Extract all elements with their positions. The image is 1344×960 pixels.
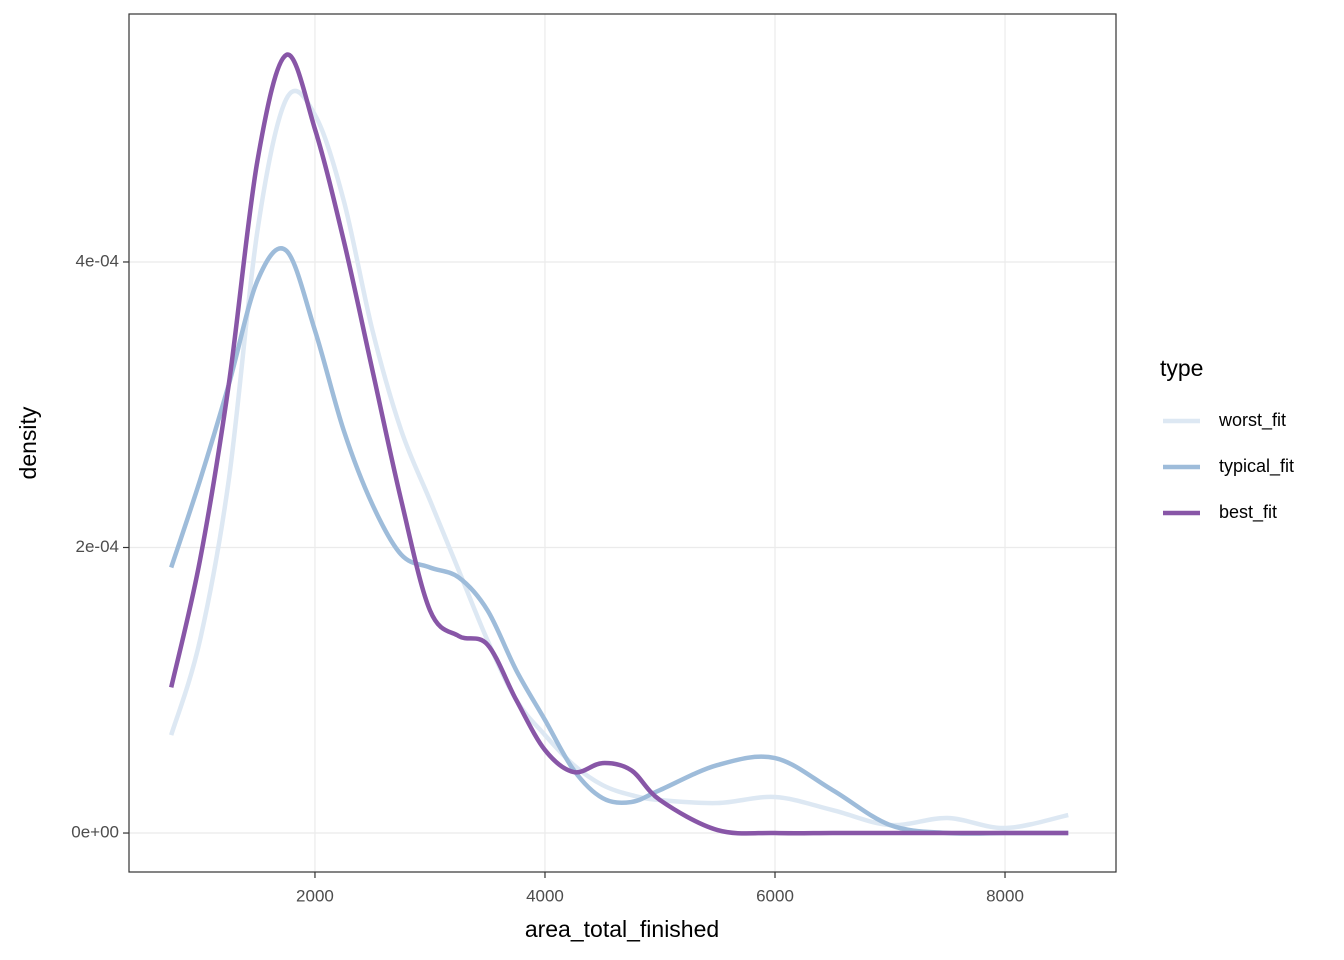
legend-title: type — [1160, 355, 1203, 381]
density-line — [169, 52, 1069, 836]
y-tick-label: 0e+00 — [71, 823, 119, 842]
x-tick-label: 6000 — [756, 886, 794, 905]
legend-label: worst_fit — [1218, 410, 1286, 431]
x-axis-title: area_total_finished — [525, 916, 719, 942]
x-tick-label: 4000 — [526, 886, 564, 905]
panel-border — [128, 13, 1117, 873]
y-axis-title: density — [15, 406, 41, 479]
y-tick-label: 2e-04 — [76, 537, 119, 556]
x-tick-label: 8000 — [986, 886, 1024, 905]
y-tick-label: 4e-04 — [76, 251, 119, 270]
legend-label: best_fit — [1219, 502, 1277, 523]
x-tick-label: 2000 — [296, 886, 334, 905]
density-line — [169, 88, 1069, 831]
plot-area — [129, 14, 1116, 872]
density-line — [169, 246, 1069, 836]
legend-label: typical_fit — [1219, 456, 1294, 477]
